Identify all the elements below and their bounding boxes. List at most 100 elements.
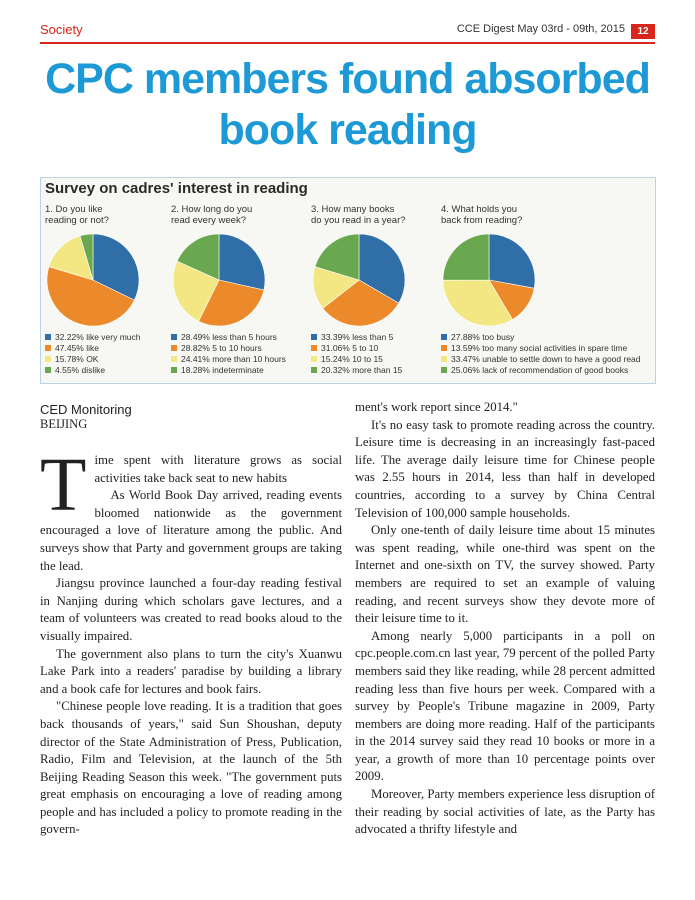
pie-panel-3: 3. How many books do you read in a year?…	[311, 204, 461, 380]
legend-swatch	[171, 367, 177, 373]
legend-label: 24.41% more than 10 hours	[181, 354, 286, 364]
legend-swatch	[171, 356, 177, 362]
paragraph-text: ime spent with literature grows as socia…	[94, 453, 342, 485]
legend-label: 15.24% 10 to 15	[321, 354, 383, 364]
legend-label: 33.39% less than 5	[321, 332, 394, 342]
legend-item: 18.28% indeterminate	[171, 365, 391, 376]
pie-legend: 28.49% less than 5 hours 28.82% 5 to 10 …	[171, 332, 391, 376]
paragraph: As World Book Day arrived, reading event…	[40, 488, 342, 573]
headline-line-2: book reading	[218, 106, 478, 154]
legend-swatch	[45, 356, 51, 362]
question-line: back from reading?	[441, 215, 523, 226]
pie-slice	[198, 279, 265, 327]
legend-item: 15.24% 10 to 15	[311, 354, 531, 365]
legend-item: 32.22% like very much	[45, 332, 265, 343]
pie-chart	[442, 233, 536, 327]
legend-item: 4.55% dislike	[45, 365, 265, 376]
paragraph: Moreover, Party members experience less …	[355, 787, 655, 837]
pie-question: 1. Do you like reading or not?	[45, 204, 195, 230]
legend-swatch	[311, 356, 317, 362]
pie-slice	[172, 260, 220, 322]
legend-label: 28.49% less than 5 hours	[181, 332, 277, 342]
legend-swatch	[441, 367, 447, 373]
legend-item: 15.78% OK	[45, 354, 265, 365]
legend-item: 20.32% more than 15	[311, 365, 531, 376]
legend-swatch	[311, 345, 317, 351]
legend-item: 28.49% less than 5 hours	[171, 332, 391, 343]
headline: CPC members found absorbed book reading	[40, 54, 655, 156]
legend-label: 47.45% like	[55, 343, 99, 353]
pie-chart	[312, 233, 406, 327]
paragraph: The government also plans to turn the ci…	[40, 646, 342, 696]
legend-swatch	[441, 345, 447, 351]
pie-slice	[218, 233, 266, 291]
pie-slice	[92, 233, 140, 301]
article-column-2: ment's work report since 2014." It's no …	[355, 399, 655, 839]
legend-item: 24.41% more than 10 hours	[171, 354, 391, 365]
question-line: read every week?	[171, 215, 246, 226]
question-line: reading or not?	[45, 215, 109, 226]
pie-slice	[358, 233, 406, 304]
pie-panel-2: 2. How long do you read every week? 28.4…	[171, 204, 321, 380]
byline-author: CED Monitoring	[40, 402, 132, 417]
legend-item: 25.06% lack of recommendation of good bo…	[441, 365, 661, 376]
pie-panel-1: 1. Do you like reading or not? 32.22% li…	[45, 204, 195, 380]
legend-swatch	[441, 356, 447, 362]
pie-slice	[48, 235, 94, 281]
headline-line-1: CPC members found absorbed	[45, 55, 651, 103]
paragraph: It's no easy task to promote reading acr…	[355, 417, 655, 520]
byline-city: BEIJING	[40, 417, 88, 431]
pie-slice	[322, 279, 400, 327]
pie-question: 4. What holds you back from reading?	[441, 204, 591, 230]
legend-label: 27.88% too busy	[451, 332, 515, 342]
pie-legend: 27.88% too busy 13.59% too many social a…	[441, 332, 661, 376]
pie-slice	[314, 233, 360, 281]
pie-chart	[46, 233, 140, 327]
pie-slice	[488, 233, 536, 289]
legend-label: 13.59% too many social activities in spa…	[451, 343, 628, 353]
legend-item: 33.47% unable to settle down to have a g…	[441, 354, 661, 365]
byline: CED Monitoring BEIJING	[40, 402, 132, 432]
pie-legend: 32.22% like very much 47.45% like 15.78%…	[45, 332, 265, 376]
paragraph: Among nearly 5,000 participants in a pol…	[355, 628, 655, 784]
paragraph: "Chinese people love reading. It is a tr…	[40, 699, 342, 837]
pie-question: 3. How many books do you read in a year?	[311, 204, 461, 230]
legend-label: 4.55% dislike	[55, 365, 106, 375]
legend-label: 20.32% more than 15	[321, 365, 403, 375]
pie-legend: 33.39% less than 5 31.06% 5 to 10 15.24%…	[311, 332, 531, 376]
page-header: Society CCE Digest May 03rd - 09th, 2015…	[40, 22, 655, 44]
question-line: 2. How long do you	[171, 204, 253, 215]
page-number: 12	[631, 24, 655, 39]
pie-slice	[176, 233, 220, 281]
question-line: 3. How many books	[311, 204, 395, 215]
paragraph: Jiangsu province launched a four-day rea…	[40, 576, 342, 643]
legend-swatch	[311, 367, 317, 373]
legend-label: 33.47% unable to settle down to have a g…	[451, 354, 641, 364]
pie-chart	[172, 233, 266, 327]
pie-panel-4: 4. What holds you back from reading? 27.…	[441, 204, 641, 380]
question-line: 4. What holds you	[441, 204, 518, 215]
dropcap: T	[40, 443, 87, 527]
pie-slice	[79, 233, 94, 281]
legend-label: 15.78% OK	[55, 354, 99, 364]
pie-slice	[442, 233, 490, 281]
legend-swatch	[45, 367, 51, 373]
legend-label: 28.82% 5 to 10 hours	[181, 343, 262, 353]
section-name: Society	[40, 22, 83, 37]
survey-chart: Survey on cadres' interest in reading 1.…	[40, 177, 656, 384]
question-line: 1. Do you like	[45, 204, 103, 215]
legend-item: 27.88% too busy	[441, 332, 661, 343]
pie-slice	[442, 279, 513, 327]
legend-label: 25.06% lack of recommendation of good bo…	[451, 365, 629, 375]
legend-item: 47.45% like	[45, 343, 265, 354]
legend-item: 28.82% 5 to 10 hours	[171, 343, 391, 354]
legend-label: 31.06% 5 to 10	[321, 343, 379, 353]
chart-title: Survey on cadres' interest in reading	[45, 180, 308, 197]
paragraph: Only one-tenth of daily leisure time abo…	[355, 523, 655, 626]
pie-slice	[46, 266, 135, 327]
legend-item: 33.39% less than 5	[311, 332, 531, 343]
legend-swatch	[311, 334, 317, 340]
legend-swatch	[45, 345, 51, 351]
